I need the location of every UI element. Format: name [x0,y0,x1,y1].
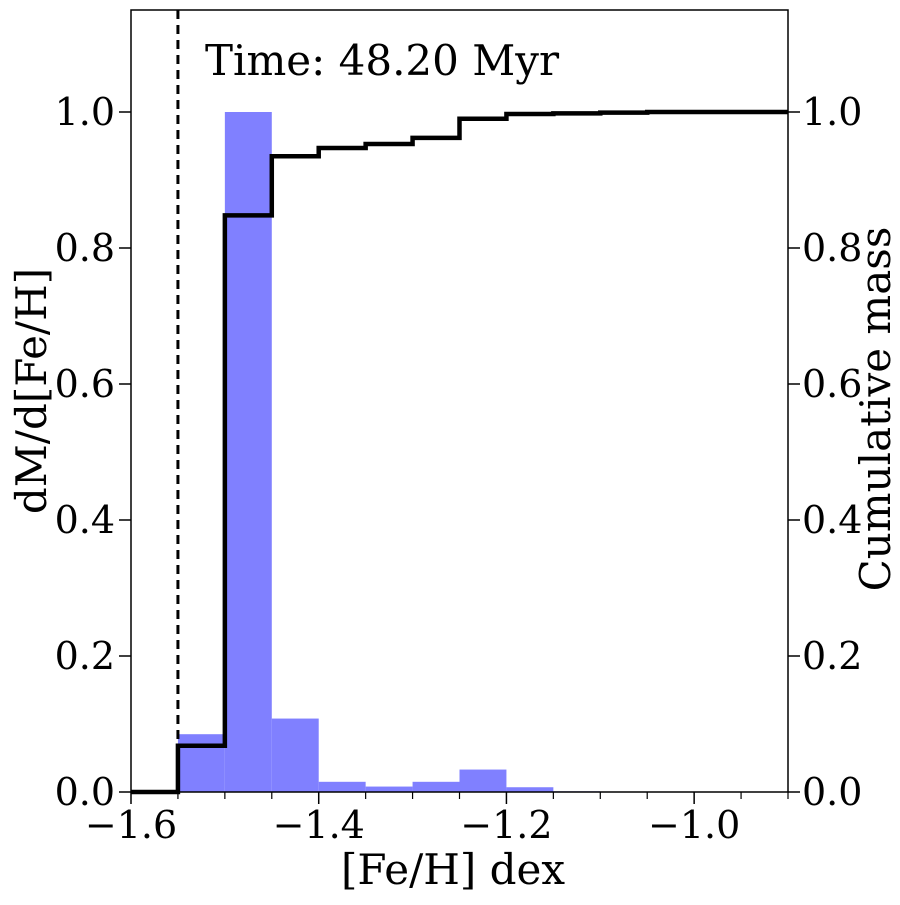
histogram-bars [177,112,601,792]
y-left-tick-label: 0.4 [55,498,115,542]
y-left-tick-label: 0.2 [55,634,115,678]
histogram-bar [459,769,507,792]
y-left-tick-label: 1.0 [55,90,115,134]
y-right-tick-label: 1.0 [802,90,862,134]
y-left-tick-label: 0.0 [55,770,115,814]
histogram-bar [365,786,413,792]
y-right-tick-label: 0.2 [802,634,862,678]
cumulative-mass-line [131,109,788,795]
y-axis-label-left: dM/d[Fe/H] [7,268,56,514]
y-axis-label-right: Cumulative mass [851,227,900,592]
histogram-bar [318,781,366,792]
cumulative-line-layer [131,109,788,795]
x-tick-label: −1.4 [273,803,365,847]
y-left-tick-label: 0.6 [55,362,115,406]
histogram-bar [506,787,554,792]
x-axis-label: [Fe/H] dex [341,845,565,894]
x-tick-label: −1.6 [85,803,177,847]
y-right-tick-label: 0.6 [802,362,862,406]
histogram-bar [412,781,460,792]
x-tick-label: −1.2 [460,803,552,847]
x-tick-label: −1.0 [648,803,740,847]
y-right-tick-label: 0.4 [802,498,862,542]
histogram-bar [224,112,272,792]
histogram-bar [177,734,225,792]
y-right-tick-label: 0.8 [802,226,862,270]
ticks-layer: −1.6 −1.4 −1.2 −1.0 0.0 0.0 0.2 0.2 0.4 0.4 0.6 0.6… [55,90,863,847]
time-annotation: Time: 48.20 Myr [205,36,560,85]
y-right-tick-label: 0.0 [802,770,862,814]
y-left-tick-label: 0.8 [55,226,115,270]
histogram-bar [271,718,319,792]
